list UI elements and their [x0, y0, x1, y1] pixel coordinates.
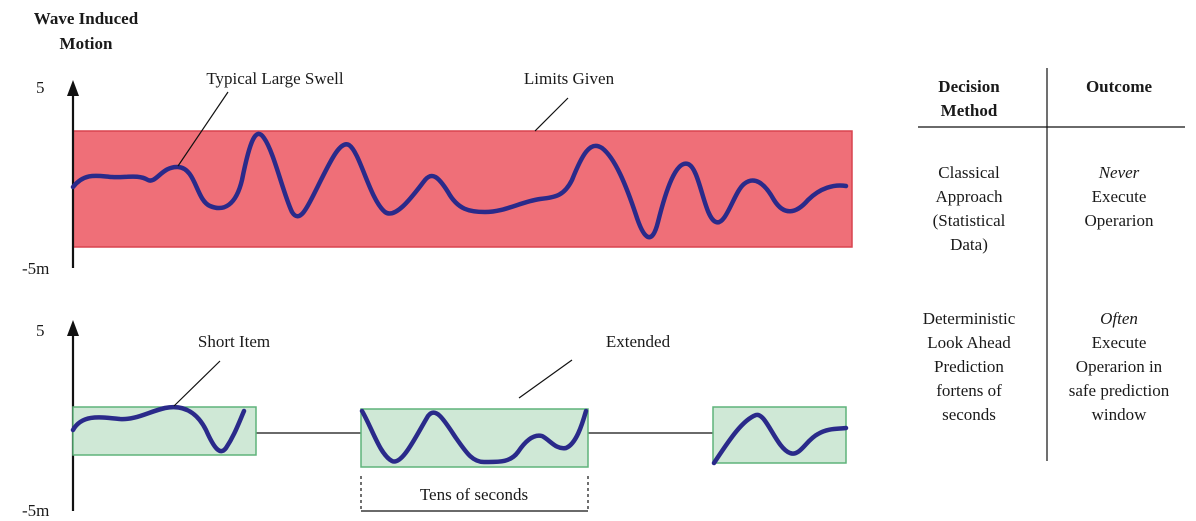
- bottom-y-max-label: 5: [36, 321, 45, 340]
- limits-callout-line: [534, 97, 569, 132]
- header-outcome: Outcome: [1086, 77, 1153, 96]
- top-y-max-label: 5: [36, 78, 45, 97]
- swell-label: Typical Large Swell: [206, 69, 344, 88]
- extended-window-wave: [359, 408, 589, 465]
- row2-method-line1: Deterministic: [923, 309, 1016, 328]
- header-method-line1: Decision: [938, 77, 1000, 96]
- row1-method-line3: (Statistical: [933, 211, 1006, 230]
- diagram-title-line1: Wave Induced: [34, 9, 139, 28]
- short-callout-line: [173, 360, 221, 407]
- top-y-axis-arrow: [67, 80, 79, 96]
- row2-method-line3: Prediction: [934, 357, 1004, 376]
- bottom-y-axis-arrow: [67, 320, 79, 336]
- short-item-label: Short Item: [198, 332, 270, 351]
- row1-method-line1: Classical: [938, 163, 1000, 182]
- row2-method-line5: seconds: [942, 405, 996, 424]
- row2-outcome-line2: Execute: [1092, 333, 1147, 352]
- short-window-wave: [70, 404, 247, 454]
- row2-method-line4: fortens of: [936, 381, 1002, 400]
- third-window-wave: [711, 412, 849, 466]
- top-y-min-label: -5m: [22, 259, 49, 278]
- row1-outcome-line3: Operarion: [1085, 211, 1154, 230]
- row1-outcome-line1: Never: [1098, 163, 1140, 182]
- extended-label: Extended: [606, 332, 671, 351]
- limits-band: [72, 130, 853, 248]
- bottom-y-min-label: -5m: [22, 501, 49, 520]
- diagram-title-line2: Motion: [60, 34, 113, 53]
- row1-method-line4: Data): [950, 235, 988, 254]
- row2-outcome-line5: window: [1092, 405, 1148, 424]
- tens-of-seconds-label: Tens of seconds: [420, 485, 528, 504]
- limits-label: Limits Given: [524, 69, 615, 88]
- row2-outcome-line3: Operarion in: [1076, 357, 1163, 376]
- large-swell-wave: [70, 131, 849, 240]
- row2-outcome-line1: Often: [1100, 309, 1138, 328]
- extended-callout-line: [518, 359, 573, 399]
- swell-callout-line: [177, 91, 229, 167]
- row1-outcome-line2: Execute: [1092, 187, 1147, 206]
- header-method-line2: Method: [941, 101, 998, 120]
- row1-method-line2: Approach: [935, 187, 1003, 206]
- row2-outcome-line4: safe prediction: [1069, 381, 1170, 400]
- row2-method-line2: Look Ahead: [927, 333, 1011, 352]
